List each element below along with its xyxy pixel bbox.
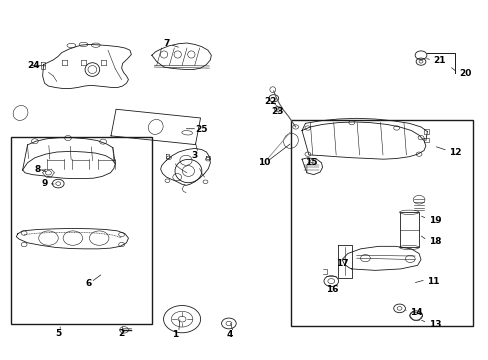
Text: 22: 22 bbox=[264, 96, 276, 105]
Text: 15: 15 bbox=[305, 158, 317, 167]
Text: 18: 18 bbox=[428, 237, 440, 246]
Text: 4: 4 bbox=[226, 330, 233, 339]
Text: 9: 9 bbox=[41, 179, 48, 188]
Text: 11: 11 bbox=[427, 276, 439, 285]
Text: 16: 16 bbox=[325, 285, 338, 294]
Text: 14: 14 bbox=[409, 308, 422, 317]
Text: 21: 21 bbox=[433, 57, 445, 66]
Text: 5: 5 bbox=[55, 329, 61, 338]
Text: 19: 19 bbox=[428, 216, 441, 225]
Bar bbox=[399, 212, 418, 247]
Text: 24: 24 bbox=[27, 62, 40, 71]
Text: 3: 3 bbox=[191, 151, 198, 160]
Text: 12: 12 bbox=[448, 148, 461, 157]
Text: 10: 10 bbox=[257, 158, 270, 167]
Text: 8: 8 bbox=[34, 166, 41, 175]
Text: 6: 6 bbox=[85, 279, 91, 288]
Bar bbox=[290, 120, 472, 326]
Text: 1: 1 bbox=[172, 330, 178, 339]
Text: 2: 2 bbox=[118, 329, 124, 338]
Text: 17: 17 bbox=[335, 259, 347, 268]
Text: 20: 20 bbox=[458, 69, 470, 78]
Text: 7: 7 bbox=[163, 39, 169, 48]
Bar bbox=[11, 137, 152, 324]
Text: 13: 13 bbox=[428, 320, 440, 329]
Text: 25: 25 bbox=[195, 125, 208, 134]
Text: 23: 23 bbox=[271, 107, 283, 116]
